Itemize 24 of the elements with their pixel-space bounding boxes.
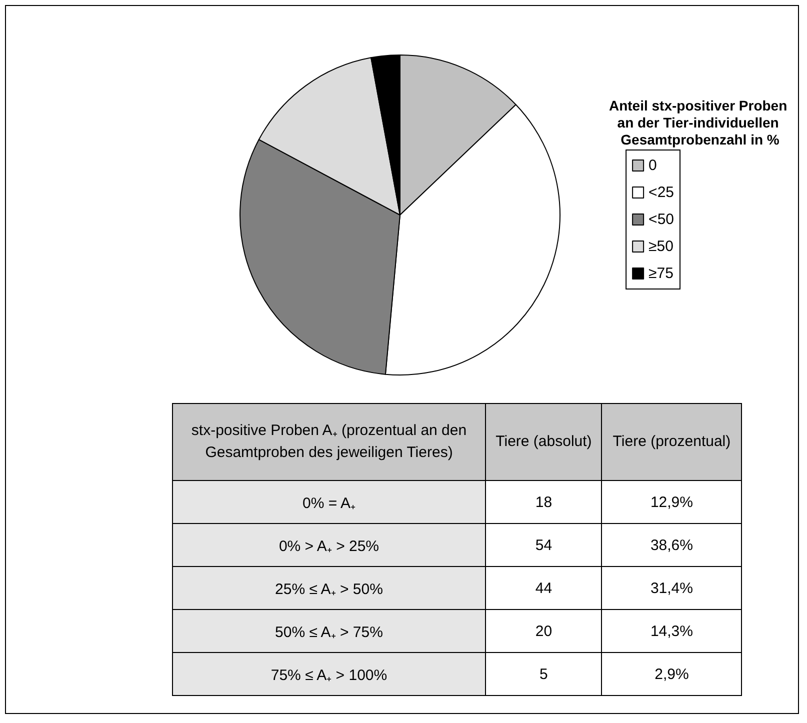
text: 50% ≤ A₊ > 75% xyxy=(172,610,486,652)
legend-label: 0 xyxy=(648,157,657,174)
legend-label: <25 xyxy=(648,184,674,201)
text: 0% > A₊ > 25% xyxy=(172,524,486,566)
legend-label: ≥75 xyxy=(648,265,674,282)
text: 18 xyxy=(486,480,602,524)
text: 44 xyxy=(486,566,602,610)
text: 54 xyxy=(486,524,602,566)
text: 20 xyxy=(486,610,602,652)
legend-label: ≥50 xyxy=(648,238,674,255)
text: 25% ≤ A₊ > 50% xyxy=(172,566,486,610)
text: 75% ≤ A₊ > 100% xyxy=(172,652,486,696)
text: 0% = A₊ xyxy=(172,480,486,524)
text: 5 xyxy=(486,652,602,696)
text: 14,3% xyxy=(602,610,742,652)
legend-label: <50 xyxy=(648,211,674,228)
text: 38,6% xyxy=(602,524,742,566)
text: Tiere (prozentual) xyxy=(602,404,742,480)
text: Tiere (absolut) xyxy=(486,404,602,480)
text: 2,9% xyxy=(602,652,742,696)
text: stx-positive Proben A₊ (prozentual an den Gesamtproben des jeweiligen Tieres) xyxy=(172,404,486,480)
text: 31,4% xyxy=(602,566,742,610)
legend-title: Anteil stx-positiver Proben an der Tier-individuellen Gesamtprobenzahl in % xyxy=(608,98,792,148)
text: 12,9% xyxy=(602,480,742,524)
